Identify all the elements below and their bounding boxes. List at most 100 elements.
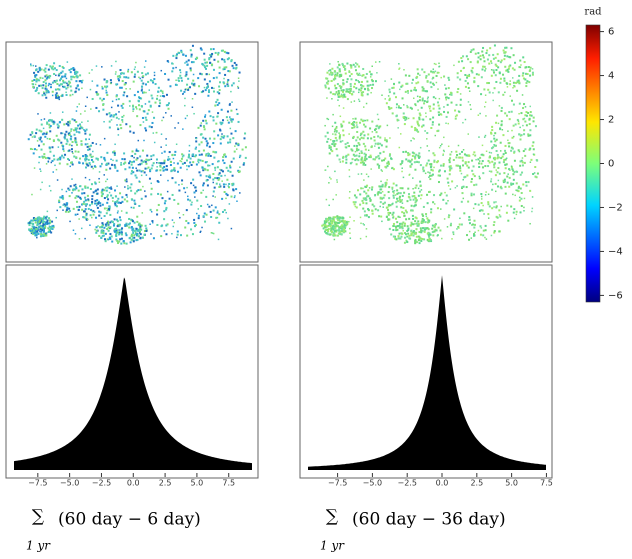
map-pixel <box>426 217 428 219</box>
map-pixel <box>117 127 119 129</box>
map-pixel <box>372 158 374 160</box>
map-pixel <box>381 160 383 162</box>
map-pixel <box>520 67 522 69</box>
map-pixel <box>459 223 461 225</box>
map-pixel <box>489 171 491 173</box>
map-pixel <box>513 85 515 87</box>
map-pixel <box>35 222 37 224</box>
map-pixel <box>479 113 481 115</box>
map-pixel <box>85 105 87 107</box>
map-pixel <box>489 91 491 93</box>
map-pixel <box>52 66 54 68</box>
map-pixel <box>153 154 155 156</box>
map-pixel <box>143 110 145 112</box>
map-pixel <box>378 127 380 129</box>
map-pixel <box>500 142 502 144</box>
map-pixel <box>413 138 415 140</box>
map-pixel <box>62 133 64 135</box>
map-pixel <box>350 64 352 66</box>
map-pixel <box>438 105 440 107</box>
map-pixel <box>413 235 415 237</box>
map-pixel <box>522 107 524 109</box>
map-pixel <box>518 120 520 122</box>
map-pixel <box>337 83 339 85</box>
map-pixel <box>402 151 404 153</box>
map-pixel <box>421 189 423 191</box>
map-pixel <box>411 209 413 211</box>
map-pixel <box>376 131 378 133</box>
map-pixel <box>106 94 108 96</box>
map-pixel <box>480 55 482 57</box>
map-pixel <box>444 170 446 172</box>
map-pixel <box>57 123 59 125</box>
map-pixel <box>395 228 397 230</box>
map-pixel <box>384 98 386 100</box>
map-pixel <box>198 208 200 210</box>
map-pixel <box>84 197 86 199</box>
map-pixel <box>230 91 232 93</box>
map-pixel <box>534 172 536 174</box>
map-pixel <box>378 157 380 159</box>
map-pixel <box>524 162 526 164</box>
map-pixel <box>218 213 220 215</box>
map-pixel <box>141 90 143 92</box>
map-pixel <box>239 72 241 74</box>
map-pixel <box>208 111 210 113</box>
map-pixel <box>518 113 520 115</box>
map-pixel <box>384 194 386 196</box>
map-pixel <box>437 235 439 237</box>
map-pixel <box>477 60 479 62</box>
map-pixel <box>500 124 502 126</box>
map-pixel <box>213 90 215 92</box>
map-pixel <box>362 160 364 162</box>
map-pixel <box>339 76 341 78</box>
map-pixel <box>48 161 50 163</box>
map-pixel <box>140 189 142 191</box>
map-pixel <box>325 86 327 88</box>
map-pixel <box>348 122 350 124</box>
map-pixel <box>178 212 180 214</box>
map-pixel <box>385 146 387 148</box>
map-pixel <box>227 120 229 122</box>
map-pixel <box>95 232 97 234</box>
map-pixel <box>493 138 495 140</box>
map-pixel <box>112 197 114 199</box>
map-pixel <box>530 111 532 113</box>
map-pixel <box>427 98 429 100</box>
map-pixel <box>52 95 54 97</box>
map-pixel <box>334 122 336 124</box>
map-pixel <box>74 197 76 199</box>
map-pixel <box>224 191 226 193</box>
map-pixel <box>126 178 128 180</box>
map-pixel <box>438 114 440 116</box>
map-pixel <box>399 67 401 69</box>
x-tick-label: 5.0 <box>191 479 204 488</box>
map-pixel <box>335 194 337 196</box>
map-pixel <box>505 47 507 49</box>
map-pixel <box>446 116 448 118</box>
map-pixel <box>222 156 224 158</box>
map-pixel <box>58 125 60 127</box>
map-pixel <box>49 119 51 121</box>
map-pixel <box>145 103 147 105</box>
map-pixel <box>97 159 99 161</box>
map-pixel <box>415 154 417 156</box>
map-pixel <box>462 179 464 181</box>
map-pixel <box>175 182 177 184</box>
map-pixel <box>154 72 156 74</box>
map-pixel <box>37 140 39 142</box>
map-pixel <box>62 145 64 147</box>
map-pixel <box>151 211 153 213</box>
map-pixel <box>43 128 45 130</box>
map-pixel <box>483 88 485 90</box>
map-pixel <box>214 151 216 153</box>
map-pixel <box>522 125 524 127</box>
map-pixel <box>356 122 358 124</box>
map-pixel <box>416 129 418 131</box>
map-pixel <box>441 143 443 145</box>
map-pixel <box>343 230 345 232</box>
map-pixel <box>482 172 484 174</box>
map-pixel <box>96 65 98 67</box>
map-pixel <box>109 187 111 189</box>
map-pixel <box>408 235 410 237</box>
